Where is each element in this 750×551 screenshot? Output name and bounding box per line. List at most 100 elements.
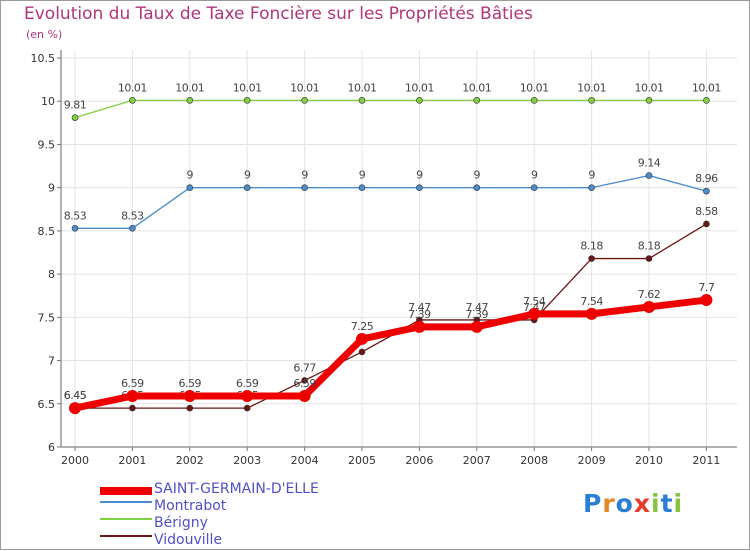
x-tick-label: 2004 bbox=[291, 454, 319, 467]
y-tick-label: 10 bbox=[41, 95, 55, 108]
data-label-montrabot: 9 bbox=[187, 169, 194, 182]
data-point-vidouville bbox=[301, 377, 308, 384]
plot-area bbox=[61, 50, 737, 447]
data-point-vidouville bbox=[703, 220, 710, 228]
y-tick-label: 8.5 bbox=[38, 225, 56, 238]
legend-label-saint-germain: SAINT-GERMAIN-D'ELLE bbox=[154, 481, 319, 497]
x-tick-label: 2009 bbox=[578, 454, 606, 467]
data-label-saint-germain-d-elle: 7.62 bbox=[638, 288, 661, 301]
data-point-montrabot bbox=[703, 187, 710, 195]
legend-label-montrabot: Montrabot bbox=[154, 498, 227, 514]
data-label-vidouville: 8.18 bbox=[638, 240, 661, 253]
data-point-montrabot bbox=[588, 184, 595, 191]
proxiti-logo: Proxiti bbox=[583, 489, 683, 518]
data-point-saint-germain-d-elle bbox=[69, 402, 81, 415]
data-point-montrabot bbox=[530, 184, 538, 191]
data-point-saint-germain-d-elle bbox=[241, 389, 254, 402]
data-point-saint-germain-d-elle bbox=[126, 389, 139, 402]
data-label-b-rigny: 10.01 bbox=[290, 81, 319, 94]
data-label-b-rigny: 10.01 bbox=[405, 81, 434, 94]
logo-letter: i bbox=[673, 489, 684, 518]
line-chart: 6 6.5 7 7.5 8 8.5 9 9.5 10 10.5 2000 2001 2002 2003 20… bbox=[31, 50, 737, 467]
y-tick-label: 7.5 bbox=[38, 311, 56, 324]
logo-letter: i bbox=[651, 489, 661, 518]
legend-label-vidouville: Vidouville bbox=[154, 532, 223, 548]
data-point-b-rigny bbox=[71, 114, 79, 121]
data-label-montrabot: 8.53 bbox=[64, 209, 87, 222]
data-label-b-rigny: 10.01 bbox=[233, 81, 262, 94]
data-point-vidouville bbox=[129, 404, 136, 412]
data-label-b-rigny: 10.01 bbox=[175, 81, 204, 94]
x-tick-label: 2000 bbox=[61, 454, 89, 467]
data-label-saint-germain-d-elle: 7.39 bbox=[466, 308, 489, 321]
data-point-b-rigny bbox=[358, 97, 366, 104]
data-point-b-rigny bbox=[530, 97, 538, 104]
x-tick-label: 2006 bbox=[405, 454, 433, 467]
data-label-saint-germain-d-elle: 6.45 bbox=[64, 389, 87, 402]
y-tick-label: 9.5 bbox=[38, 138, 56, 151]
data-point-montrabot bbox=[416, 184, 423, 191]
y-axis-unit-label: (en %) bbox=[26, 28, 63, 41]
data-label-vidouville: 6.45 bbox=[64, 389, 87, 402]
x-tick-label: 2003 bbox=[233, 454, 261, 467]
legend-swatch-berigny bbox=[100, 518, 152, 520]
chart-title: Evolution du Taux de Taxe Foncière sur l… bbox=[24, 4, 533, 24]
data-point-b-rigny bbox=[243, 97, 251, 104]
data-label-montrabot: 9 bbox=[416, 169, 423, 182]
data-label-vidouville: 8.58 bbox=[695, 205, 718, 218]
data-point-saint-germain-d-elle bbox=[356, 332, 368, 345]
x-tick-label: 2007 bbox=[463, 454, 491, 467]
data-label-montrabot: 9 bbox=[474, 169, 481, 182]
y-tick-label: 10.5 bbox=[31, 52, 56, 65]
data-point-montrabot bbox=[645, 172, 653, 179]
data-label-saint-germain-d-elle: 7.39 bbox=[408, 308, 431, 321]
logo-letter: t bbox=[660, 489, 674, 518]
data-point-vidouville bbox=[358, 348, 366, 356]
x-tick-label: 2011 bbox=[692, 454, 720, 467]
x-tick-label: 2005 bbox=[348, 454, 376, 467]
x-tick-label: 2008 bbox=[520, 454, 548, 467]
data-point-montrabot bbox=[186, 184, 194, 191]
data-label-vidouville: 7.47 bbox=[408, 301, 431, 314]
legend-swatch-saint-germain bbox=[100, 487, 152, 495]
data-label-montrabot: 8.53 bbox=[121, 209, 144, 222]
data-point-montrabot bbox=[473, 184, 481, 191]
data-point-b-rigny bbox=[301, 97, 308, 104]
series-line-b-rigny bbox=[74, 99, 707, 119]
data-label-montrabot: 9 bbox=[301, 169, 308, 182]
data-point-saint-germain-d-elle bbox=[470, 320, 483, 333]
data-point-saint-germain-d-elle bbox=[413, 320, 426, 333]
x-tick-label: 2002 bbox=[176, 454, 204, 467]
data-point-vidouville bbox=[588, 255, 595, 262]
data-point-saint-germain-d-elle bbox=[298, 389, 311, 402]
data-point-b-rigny bbox=[703, 97, 710, 104]
data-label-saint-germain-d-elle: 6.59 bbox=[179, 377, 202, 390]
legend-swatch-montrabot bbox=[100, 501, 152, 503]
data-label-b-rigny: 10.01 bbox=[635, 81, 664, 94]
y-tick-label: 7 bbox=[48, 355, 55, 368]
data-point-vidouville bbox=[186, 404, 194, 412]
data-point-saint-germain-d-elle bbox=[585, 307, 598, 320]
data-label-b-rigny: 10.01 bbox=[520, 81, 549, 94]
data-point-b-rigny bbox=[645, 97, 653, 104]
data-label-b-rigny: 10.01 bbox=[118, 81, 147, 94]
data-label-b-rigny: 9.81 bbox=[64, 99, 87, 112]
y-tick-label: 9 bbox=[48, 182, 55, 195]
data-label-saint-germain-d-elle: 7.54 bbox=[523, 295, 546, 308]
y-tick-label: 6 bbox=[48, 441, 55, 454]
data-point-b-rigny bbox=[473, 97, 481, 104]
logo-letter: o bbox=[615, 489, 634, 518]
data-label-montrabot: 9 bbox=[244, 169, 251, 182]
series-line-montrabot bbox=[75, 174, 707, 229]
data-label-b-rigny: 10.01 bbox=[692, 81, 721, 94]
data-label-saint-germain-d-elle: 6.59 bbox=[236, 377, 259, 390]
data-label-montrabot: 9 bbox=[531, 169, 538, 182]
logo-letter: r bbox=[602, 489, 616, 518]
data-point-vidouville bbox=[645, 255, 653, 262]
data-point-vidouville bbox=[243, 404, 251, 412]
data-label-montrabot: 9 bbox=[588, 169, 595, 182]
data-point-b-rigny bbox=[588, 97, 595, 104]
y-tick-label: 8 bbox=[48, 268, 55, 281]
data-label-saint-germain-d-elle: 7.7 bbox=[698, 281, 714, 294]
data-label-vidouville: 6.77 bbox=[293, 361, 316, 374]
